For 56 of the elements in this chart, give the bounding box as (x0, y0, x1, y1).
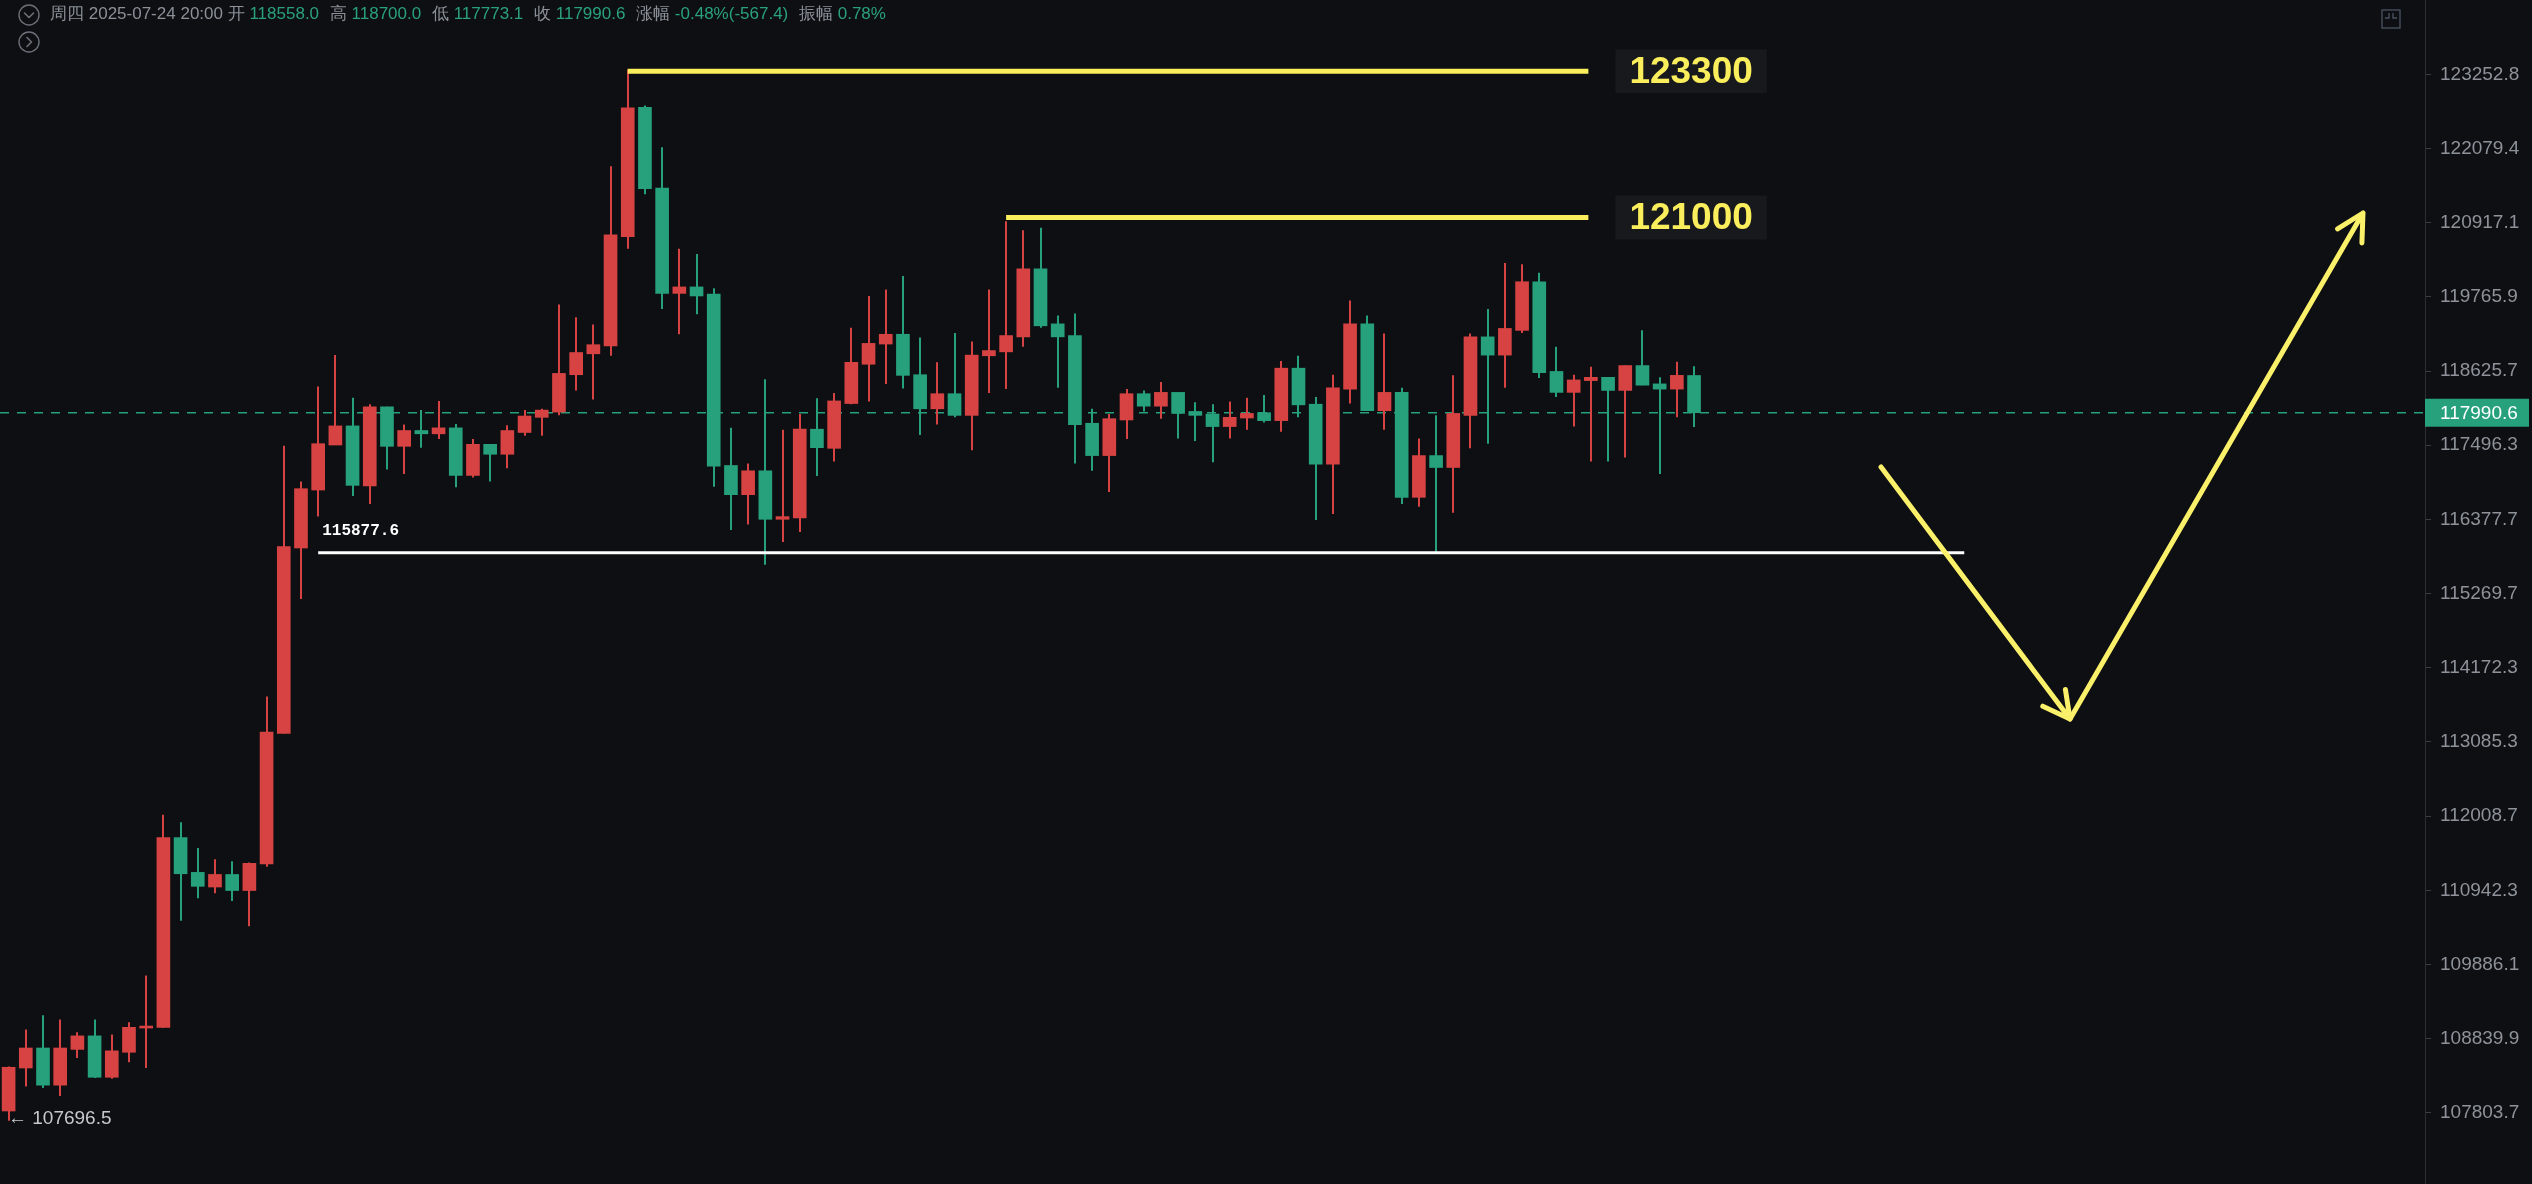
candlestick (930, 361, 945, 426)
ref-line-label: 123300 (1629, 49, 1753, 91)
y-tick-label: 114172.3 (2440, 656, 2518, 678)
candlestick (861, 294, 876, 403)
candlestick (775, 428, 790, 543)
y-tick-label: 113085.3 (2440, 730, 2518, 752)
candlestick (982, 288, 996, 395)
ref-line-label: 117990.6 (2440, 401, 2518, 423)
candlestick (1171, 391, 1185, 440)
candlestick (225, 860, 240, 903)
candlestick (1377, 332, 1392, 431)
y-tick-label: 119765.9 (2440, 285, 2518, 307)
candlestick (878, 288, 893, 385)
y-tick-label: 117496.3 (2440, 433, 2518, 455)
candlestick (1429, 414, 1443, 554)
candlestick (534, 407, 549, 437)
y-tick-label: 120917.1 (2440, 210, 2520, 232)
candlestick (1050, 314, 1065, 389)
y-tick-label: 112008.7 (2440, 804, 2518, 826)
candlestick (1549, 345, 1564, 398)
y-tick-label: 109886.1 (2440, 952, 2520, 974)
y-tick-label: 108839.9 (2440, 1026, 2520, 1048)
candlestick (208, 858, 222, 895)
candlestick (1670, 360, 1684, 419)
y-tick-label: 122079.4 (2440, 136, 2520, 158)
candlestick (1257, 394, 1271, 424)
candlestick (397, 423, 411, 476)
candlestick (1635, 329, 1650, 387)
y-tick-label: 123252.8 (2440, 62, 2520, 84)
y-tick-label: 110942.3 (2440, 878, 2518, 900)
candlestick (1222, 400, 1237, 440)
candlestick (586, 323, 601, 401)
annotation: ← 107696.5 (8, 1107, 112, 1129)
candlestick (70, 1031, 85, 1059)
candlestick (1154, 380, 1168, 420)
candlestick (414, 409, 429, 449)
candlestick (483, 443, 497, 483)
y-tick-label: 107803.7 (2440, 1101, 2520, 1123)
candlestick (1584, 365, 1598, 463)
candlestick (1188, 401, 1203, 443)
y-tick-label: 118625.7 (2440, 359, 2518, 381)
candlestick (569, 316, 583, 392)
ref-line-label: 121000 (1629, 195, 1753, 237)
y-tick-label: 115269.7 (2440, 581, 2518, 603)
candlestick (999, 220, 1013, 391)
chart-title: 周四 2025-07-24 20:00 开 118558.0 高 118700.0 低 117773.1 收 117990.6 涨幅 -0.48%(-567.4) 振幅 0.78% (50, 4, 886, 23)
candlestick (18, 1028, 33, 1088)
candlestick (672, 247, 687, 336)
candlestick (517, 409, 532, 437)
candlestick (328, 354, 343, 447)
candlestick (190, 847, 205, 900)
candlestick (947, 331, 962, 419)
candlestick (1240, 396, 1254, 431)
y-tick-label: 116377.7 (2440, 507, 2518, 529)
ref-line-label: 115877.6 (322, 521, 399, 540)
candlestick (1566, 373, 1581, 428)
